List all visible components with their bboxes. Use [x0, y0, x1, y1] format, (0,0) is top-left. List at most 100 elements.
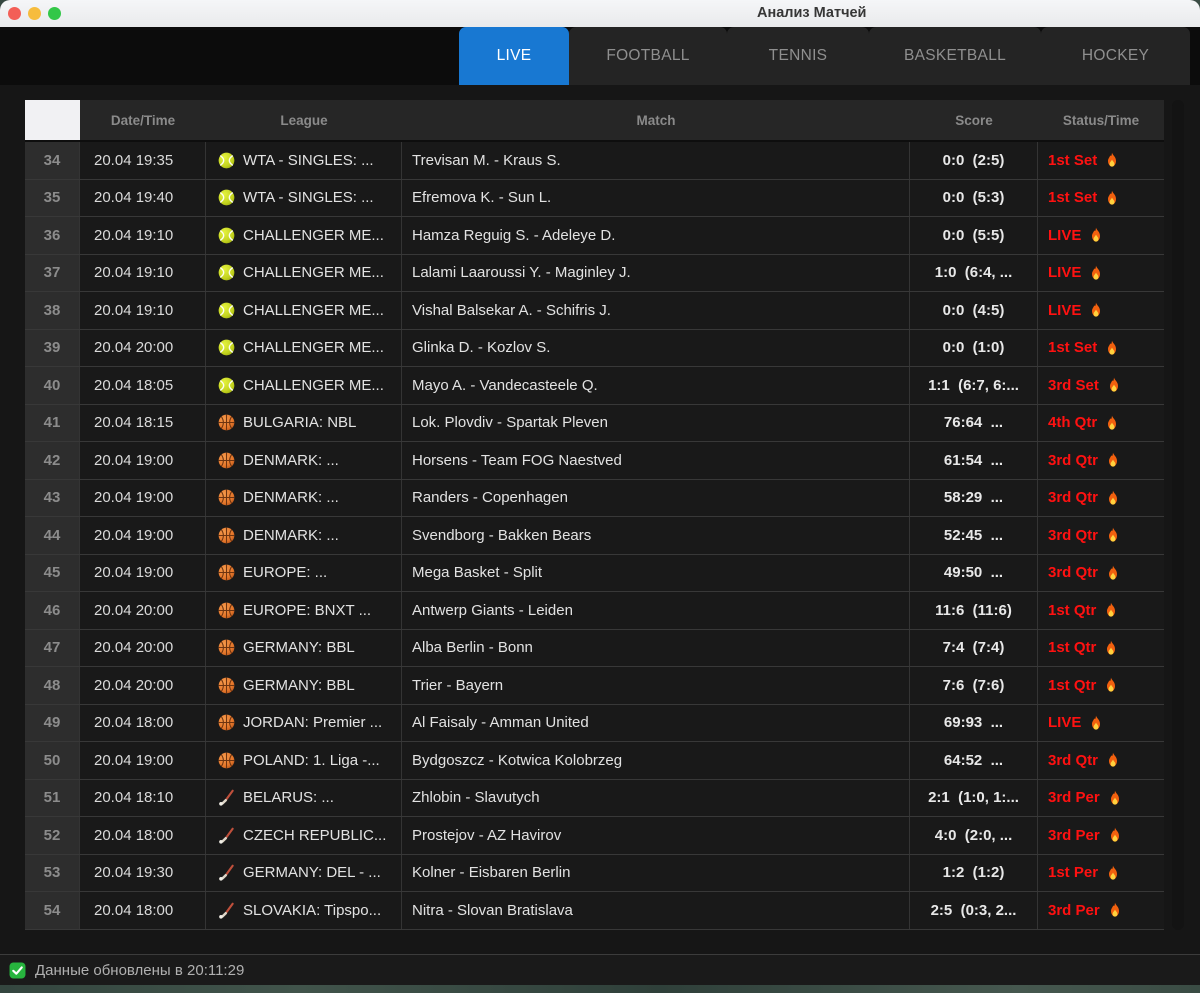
zoom-window-button[interactable] — [48, 7, 61, 20]
cell-status: LIVE — [1038, 292, 1164, 329]
table-row[interactable]: 39 20.04 20:00 CHALLENGER ME... Glinka D. -… — [25, 329, 1164, 367]
row-number: 53 — [25, 854, 80, 891]
table-row[interactable]: 34 20.04 19:35 WTA - SINGLES: ... Trevisan … — [25, 142, 1164, 180]
cell-status: 3rd Qtr — [1038, 442, 1164, 479]
table-row[interactable]: 40 20.04 18:05 CHALLENGER ME... Mayo A. - V… — [25, 367, 1164, 405]
tab-live[interactable]: LIVE — [459, 27, 569, 85]
row-number: 43 — [25, 479, 80, 516]
cell-score: 64:52 ... — [910, 742, 1038, 779]
table-row[interactable]: 52 20.04 18:00 CZECH REPUBLIC... Prostejov … — [25, 817, 1164, 855]
table-row[interactable]: 35 20.04 19:40 WTA - SINGLES: ... Efremova … — [25, 179, 1164, 217]
status-label: 1st Set — [1048, 151, 1098, 169]
row-number: 35 — [25, 179, 80, 216]
cell-league: BULGARIA: NBL — [206, 404, 402, 441]
fire-icon — [1105, 527, 1121, 543]
table-row[interactable]: 44 20.04 19:00 DENMARK: ... Svendborg - Bak… — [25, 517, 1164, 555]
fire-icon — [1105, 752, 1121, 768]
cell-datetime: 20.04 19:40 — [80, 179, 206, 216]
league-label: EUROPE: ... — [243, 564, 328, 582]
hockey-icon — [218, 902, 235, 919]
cell-league: EUROPE: BNXT ... — [206, 592, 402, 629]
status-label: 1st Set — [1048, 189, 1098, 207]
league-label: CZECH REPUBLIC... — [243, 826, 387, 844]
table-row[interactable]: 37 20.04 19:10 CHALLENGER ME... Lalami Laar… — [25, 254, 1164, 292]
cell-datetime: 20.04 19:10 — [80, 217, 206, 254]
basketball-icon — [218, 489, 235, 506]
cell-match: Prostejov - AZ Havirov — [402, 817, 910, 854]
tennis-icon — [218, 189, 235, 206]
tab-basketball[interactable]: BASKETBALL — [869, 27, 1041, 85]
row-number: 50 — [25, 742, 80, 779]
hockey-icon — [218, 864, 235, 881]
fire-icon — [1088, 302, 1104, 318]
cell-score: 69:93 ... — [910, 704, 1038, 741]
cell-score: 0:0 (4:5) — [910, 292, 1038, 329]
close-window-button[interactable] — [8, 7, 21, 20]
cell-league: WTA - SINGLES: ... — [206, 142, 402, 179]
tab-bar: LIVE FOOTBALL TENNIS BASKETBALL HOCKEY — [0, 27, 1200, 85]
cell-match: Zhlobin - Slavutych — [402, 779, 910, 816]
table-body: 34 20.04 19:35 WTA - SINGLES: ... Trevisan … — [25, 142, 1164, 930]
cell-score: 52:45 ... — [910, 517, 1038, 554]
league-label: POLAND: 1. Liga -... — [243, 751, 380, 769]
tab-football[interactable]: FOOTBALL — [569, 27, 727, 85]
cell-score: 49:50 ... — [910, 554, 1038, 591]
row-number: 49 — [25, 704, 80, 741]
cell-score: 2:1 (1:0, 1:... — [910, 779, 1038, 816]
cell-status: LIVE — [1038, 255, 1164, 292]
cell-datetime: 20.04 20:00 — [80, 329, 206, 366]
matches-table: Date/Time League Match Score Status/Time… — [25, 100, 1164, 930]
status-label: LIVE — [1048, 301, 1082, 319]
cell-league: EUROPE: ... — [206, 554, 402, 591]
table-row[interactable]: 36 20.04 19:10 CHALLENGER ME... Hamza Regui… — [25, 217, 1164, 255]
table-row[interactable]: 49 20.04 18:00 JORDAN: Premier ... Al Faisa… — [25, 704, 1164, 742]
league-label: BULGARIA: NBL — [243, 414, 357, 432]
table-row[interactable]: 53 20.04 19:30 GERMANY: DEL - ... Kolner - … — [25, 854, 1164, 892]
row-number: 52 — [25, 817, 80, 854]
cell-score: 0:0 (2:5) — [910, 142, 1038, 179]
cell-datetime: 20.04 19:00 — [80, 554, 206, 591]
basketball-icon — [218, 677, 235, 694]
cell-league: CHALLENGER ME... — [206, 329, 402, 366]
league-label: CHALLENGER ME... — [243, 339, 384, 357]
table-corner-cell — [25, 100, 80, 140]
cell-status: LIVE — [1038, 705, 1164, 742]
table-row[interactable]: 38 20.04 19:10 CHALLENGER ME... Vishal Bals… — [25, 292, 1164, 330]
status-label: 3rd Qtr — [1048, 564, 1099, 582]
cell-datetime: 20.04 18:15 — [80, 404, 206, 441]
cell-status: LIVE — [1038, 217, 1164, 254]
table-row[interactable]: 41 20.04 18:15 BULGARIA: NBL Lok. Plovdiv -… — [25, 404, 1164, 442]
cell-match: Horsens - Team FOG Naestved — [402, 442, 910, 479]
header-status: Status/Time — [1062, 112, 1140, 128]
fire-icon — [1106, 377, 1122, 393]
table-row[interactable]: 51 20.04 18:10 BELARUS: ... Zhlobin - Slavu… — [25, 779, 1164, 817]
basketball-icon — [218, 414, 235, 431]
cell-match: Alba Berlin - Bonn — [402, 629, 910, 666]
row-number: 44 — [25, 517, 80, 554]
basketball-icon — [218, 752, 235, 769]
cell-datetime: 20.04 18:00 — [80, 817, 206, 854]
table-row[interactable]: 48 20.04 20:00 GERMANY: BBL Trier - Bayern 7… — [25, 667, 1164, 705]
table-row[interactable]: 46 20.04 20:00 EUROPE: BNXT ... Antwerp Gia… — [25, 592, 1164, 630]
table-row[interactable]: 45 20.04 19:00 EUROPE: ... Mega Basket - Sp… — [25, 554, 1164, 592]
minimize-window-button[interactable] — [28, 7, 41, 20]
table-row[interactable]: 47 20.04 20:00 GERMANY: BBL Alba Berlin - B… — [25, 629, 1164, 667]
table-row[interactable]: 54 20.04 18:00 SLOVAKIA: Tipspo... Nitra - … — [25, 892, 1164, 930]
cell-league: GERMANY: BBL — [206, 667, 402, 704]
table-row[interactable]: 43 20.04 19:00 DENMARK: ... Randers - Copen… — [25, 479, 1164, 517]
fire-icon — [1088, 715, 1104, 731]
table-row[interactable]: 42 20.04 19:00 DENMARK: ... Horsens - Team … — [25, 442, 1164, 480]
tab-tennis[interactable]: TENNIS — [727, 27, 869, 85]
tennis-icon — [218, 227, 235, 244]
fire-icon — [1088, 265, 1104, 281]
table-row[interactable]: 50 20.04 19:00 POLAND: 1. Liga -... Bydgosz… — [25, 742, 1164, 780]
vertical-scrollbar[interactable] — [1172, 100, 1184, 930]
main-content: Date/Time League Match Score Status/Time… — [0, 85, 1200, 985]
tennis-icon — [218, 302, 235, 319]
tab-hockey[interactable]: HOCKEY — [1041, 27, 1190, 85]
cell-league: DENMARK: ... — [206, 517, 402, 554]
fire-icon — [1103, 640, 1119, 656]
cell-status: 4th Qtr — [1038, 405, 1164, 442]
fire-icon — [1105, 865, 1121, 881]
cell-match: Nitra - Slovan Bratislava — [402, 892, 910, 929]
